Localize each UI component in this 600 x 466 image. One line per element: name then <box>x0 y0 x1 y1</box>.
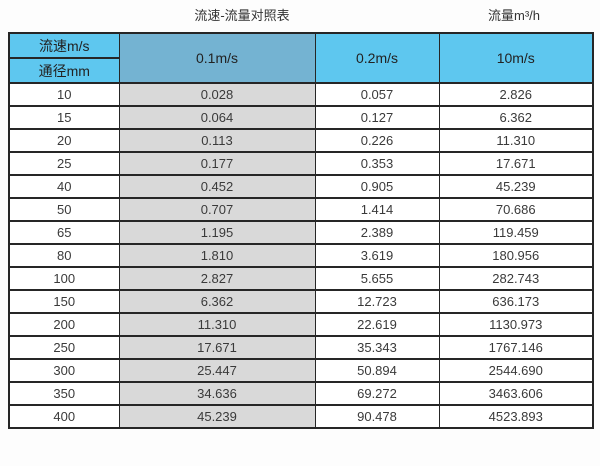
flow-value-cell: 0.452 <box>118 174 316 199</box>
flow-value-cell: 0.113 <box>118 128 316 153</box>
flow-value-cell: 17.671 <box>118 335 316 360</box>
flow-value-cell: 45.239 <box>118 404 316 429</box>
table-row: 400 45.239 90.478 4523.893 <box>8 404 594 429</box>
velocity-column-header-0.2: 0.2m/s <box>314 32 440 84</box>
flow-value-cell: 12.723 <box>314 289 440 314</box>
flow-value-cell: 0.127 <box>314 105 440 130</box>
table-row: 25 0.177 0.353 17.671 <box>8 151 594 176</box>
flow-value-cell: 0.177 <box>118 151 316 176</box>
table-row: 250 17.671 35.343 1767.146 <box>8 335 594 360</box>
table-row: 100 2.827 5.655 282.743 <box>8 266 594 291</box>
diameter-cell: 80 <box>8 243 120 268</box>
flow-value-cell: 1.810 <box>118 243 316 268</box>
table-header: 流速m/s 0.1m/s 0.2m/s 10m/s 通径mm <box>8 32 594 84</box>
diameter-cell: 25 <box>8 151 120 176</box>
diameter-cell: 10 <box>8 82 120 107</box>
flow-value-cell: 45.239 <box>438 174 594 199</box>
flow-value-cell: 0.707 <box>118 197 316 222</box>
flow-value-cell: 3463.606 <box>438 381 594 406</box>
flow-value-cell: 180.956 <box>438 243 594 268</box>
flow-value-cell: 636.173 <box>438 289 594 314</box>
flow-value-cell: 282.743 <box>438 266 594 291</box>
flow-value-cell: 2.389 <box>314 220 440 245</box>
flow-value-cell: 2.826 <box>438 82 594 107</box>
table-row: 15 0.064 0.127 6.362 <box>8 105 594 130</box>
velocity-column-header-10: 10m/s <box>438 32 594 84</box>
diameter-cell: 100 <box>8 266 120 291</box>
diameter-cell: 40 <box>8 174 120 199</box>
flow-value-cell: 0.057 <box>314 82 440 107</box>
header-row-top: 流速m/s 0.1m/s 0.2m/s 10m/s <box>8 32 594 84</box>
diameter-cell: 20 <box>8 128 120 153</box>
flow-value-cell: 1130.973 <box>438 312 594 337</box>
diameter-cell: 15 <box>8 105 120 130</box>
table-row: 20 0.113 0.226 11.310 <box>8 128 594 153</box>
diameter-cell: 250 <box>8 335 120 360</box>
flow-value-cell: 0.353 <box>314 151 440 176</box>
flow-value-cell: 0.226 <box>314 128 440 153</box>
flow-value-cell: 6.362 <box>438 105 594 130</box>
flow-value-cell: 50.894 <box>314 358 440 383</box>
table-row: 65 1.195 2.389 119.459 <box>8 220 594 245</box>
flow-value-cell: 25.447 <box>118 358 316 383</box>
diameter-cell: 400 <box>8 404 120 429</box>
table-row: 10 0.028 0.057 2.826 <box>8 82 594 107</box>
flow-value-cell: 5.655 <box>314 266 440 291</box>
flow-value-cell: 17.671 <box>438 151 594 176</box>
table-row: 200 11.310 22.619 1130.973 <box>8 312 594 337</box>
table-row: 80 1.810 3.619 180.956 <box>8 243 594 268</box>
table-title: 流速-流量对照表 <box>194 8 290 23</box>
flow-value-cell: 0.064 <box>118 105 316 130</box>
diameter-cell: 50 <box>8 197 120 222</box>
flow-value-cell: 90.478 <box>314 404 440 429</box>
flow-value-cell: 1767.146 <box>438 335 594 360</box>
flow-unit-title: 流量m³/h <box>487 8 541 23</box>
flow-value-cell: 4523.893 <box>438 404 594 429</box>
flow-value-cell: 119.459 <box>438 220 594 245</box>
corner-diameter-label: 通径mm <box>8 57 120 84</box>
flow-value-cell: 11.310 <box>438 128 594 153</box>
corner-velocity-label: 流速m/s <box>8 32 120 59</box>
diameter-cell: 300 <box>8 358 120 383</box>
table-row: 300 25.447 50.894 2544.690 <box>8 358 594 383</box>
flow-value-cell: 0.028 <box>118 82 316 107</box>
flow-value-cell: 0.905 <box>314 174 440 199</box>
flow-value-cell: 11.310 <box>118 312 316 337</box>
diameter-cell: 150 <box>8 289 120 314</box>
diameter-cell: 350 <box>8 381 120 406</box>
flow-value-cell: 35.343 <box>314 335 440 360</box>
table-row: 350 34.636 69.272 3463.606 <box>8 381 594 406</box>
flow-value-cell: 1.195 <box>118 220 316 245</box>
diameter-cell: 200 <box>8 312 120 337</box>
flow-value-cell: 6.362 <box>118 289 316 314</box>
flow-value-cell: 34.636 <box>118 381 316 406</box>
velocity-column-header-0.1: 0.1m/s <box>118 32 316 84</box>
table-row: 150 6.362 12.723 636.173 <box>8 289 594 314</box>
flow-conversion-table: 流速m/s 0.1m/s 0.2m/s 10m/s 通径mm 10 0.028 0.… <box>8 32 594 429</box>
flow-value-cell: 2.827 <box>118 266 316 291</box>
flow-value-cell: 1.414 <box>314 197 440 222</box>
table-row: 40 0.452 0.905 45.239 <box>8 174 594 199</box>
flow-value-cell: 69.272 <box>314 381 440 406</box>
table-row: 50 0.707 1.414 70.686 <box>8 197 594 222</box>
flow-value-cell: 2544.690 <box>438 358 594 383</box>
flow-value-cell: 70.686 <box>438 197 594 222</box>
flow-value-cell: 22.619 <box>314 312 440 337</box>
header-row-bottom: 通径mm <box>8 57 593 84</box>
table-body: 10 0.028 0.057 2.826 15 0.064 0.127 6.362 20 0.11… <box>8 82 594 429</box>
flow-value-cell: 3.619 <box>314 243 440 268</box>
diameter-cell: 65 <box>8 220 120 245</box>
